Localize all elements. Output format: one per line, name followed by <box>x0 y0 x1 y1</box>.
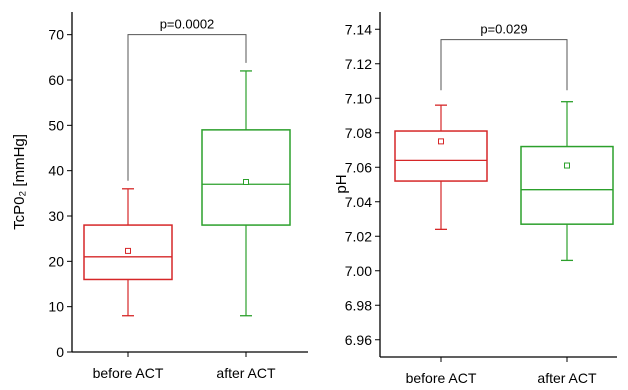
y-tick-label: 50 <box>48 117 64 133</box>
iqr-box <box>83 224 173 281</box>
box-before-act <box>83 188 173 317</box>
mean-marker <box>564 162 570 169</box>
x-tick-label: after ACT <box>537 370 597 386</box>
box-after-act <box>201 70 291 317</box>
y-axis-label: pH <box>333 174 350 193</box>
iqr-box <box>520 145 614 225</box>
ph-panel: 6.96 6.98 7.00 7.02 7.04 7.06 7.08 7.10 7.12 7.14… <box>333 12 617 386</box>
x-tick-label: before ACT <box>406 370 477 386</box>
y-tick-label: 7.14 <box>345 21 372 37</box>
iqr-box <box>394 130 488 182</box>
p-value-label: p=0.0002 <box>160 17 215 32</box>
significance-bracket <box>440 39 568 91</box>
y-tick-label: 7.00 <box>345 263 372 279</box>
y-tick-label: 70 <box>48 27 64 43</box>
box-before-act <box>394 104 488 231</box>
y-tick-label: 20 <box>48 253 64 269</box>
y-tick-label: 7.06 <box>345 159 372 175</box>
y-tick-label: 7.10 <box>345 90 372 106</box>
y-tick-label: 40 <box>48 163 64 179</box>
y-tick-label: 7.12 <box>345 56 372 72</box>
y-axis-label: TcP0₂ [mmHg] <box>11 134 28 230</box>
x-tick-label: after ACT <box>216 365 276 381</box>
significance-bracket <box>127 34 247 181</box>
y-tick-label: 6.98 <box>345 297 372 313</box>
y-tick-label: 6.96 <box>345 332 372 348</box>
y-tick-label: 7.04 <box>345 194 372 210</box>
mean-marker <box>438 138 444 145</box>
y-tick-label: 60 <box>48 72 64 88</box>
p-value-label: p=0.029 <box>480 22 527 37</box>
iqr-box <box>201 129 291 226</box>
y-tick-label: 30 <box>48 208 64 224</box>
y-tick-label: 7.02 <box>345 228 372 244</box>
y-tick-label: 7.08 <box>345 125 372 141</box>
y-tick-label: 10 <box>48 299 64 315</box>
tcpo2-panel: 0 10 20 30 40 50 60 70 TcP0₂ [mmHg] before ACT aft… <box>11 12 308 381</box>
mean-marker <box>243 179 249 185</box>
box-after-act <box>520 101 614 262</box>
x-tick-label: before ACT <box>93 365 164 381</box>
mean-marker <box>125 247 131 254</box>
y-tick-label: 0 <box>56 344 64 360</box>
